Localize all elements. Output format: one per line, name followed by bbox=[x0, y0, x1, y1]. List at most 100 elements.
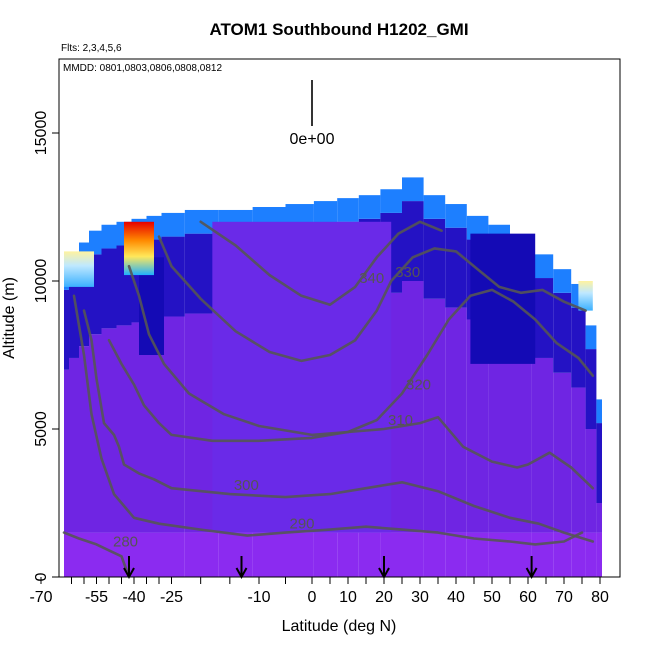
x-tick-label: 80 bbox=[591, 589, 609, 606]
x-tick-label: 40 bbox=[447, 589, 465, 606]
heatmap-column bbox=[64, 266, 69, 577]
contour-label: 290 bbox=[290, 516, 315, 533]
x-tick-label: -55 bbox=[85, 589, 108, 606]
contour-lines: 280 290 300 310 320 330 340 bbox=[62, 220, 595, 577]
plot-frame bbox=[58, 58, 621, 578]
heatmap-cell bbox=[380, 189, 402, 213]
x-tick-label: 30 bbox=[411, 589, 429, 606]
heatmap-cell bbox=[116, 532, 132, 577]
heatmap-cell bbox=[466, 319, 489, 533]
contour-290 bbox=[72, 294, 584, 546]
y-axis: 0 5000 10000 15000 bbox=[33, 111, 59, 581]
flight-marker-head bbox=[235, 567, 248, 580]
heatmap-cell bbox=[218, 532, 253, 577]
heatmap-column bbox=[596, 399, 602, 577]
heatmap-cell bbox=[571, 532, 586, 577]
heatmap-cell bbox=[64, 369, 69, 533]
heatmap-cell bbox=[402, 281, 424, 533]
heatmap-cell bbox=[337, 532, 359, 577]
heatmap-cell bbox=[596, 503, 602, 533]
heatmap-cell bbox=[358, 532, 381, 577]
contour-label: 330 bbox=[395, 264, 420, 281]
heatmap-cell bbox=[585, 429, 597, 533]
flight-marker bbox=[123, 556, 135, 580]
x-tick-label: -40 bbox=[122, 589, 145, 606]
heatmap-cell bbox=[285, 532, 314, 577]
heatmap-cell bbox=[101, 248, 117, 329]
heatmap-cell bbox=[531, 278, 554, 358]
dates-note: MMDD: 0801,0803,0806,0808,0812 bbox=[63, 63, 222, 74]
heatmap-cell bbox=[596, 532, 602, 577]
heatmap-field bbox=[64, 177, 602, 577]
contour-330 bbox=[157, 235, 587, 363]
x-axis: -70 -55 -40 -25 -10 0 10 20 30 40 50 60 70 80 bbox=[29, 577, 609, 606]
heatmap-cell bbox=[402, 201, 424, 281]
heatmap-column bbox=[423, 195, 446, 577]
heatmap-cell bbox=[571, 307, 586, 388]
heatmap-column bbox=[531, 254, 554, 577]
heatmap-cell bbox=[553, 532, 572, 577]
heatmap-cell bbox=[553, 269, 572, 293]
heatmap-cell bbox=[596, 423, 602, 503]
x-tick-label: 50 bbox=[483, 589, 501, 606]
contour-label: 320 bbox=[406, 376, 431, 393]
heatmap-cell bbox=[423, 195, 446, 219]
heatmap-cell bbox=[64, 532, 69, 577]
flight-marker-head bbox=[123, 567, 135, 580]
flight-marker bbox=[525, 556, 538, 580]
contour-label: 280 bbox=[113, 533, 138, 550]
contour-340 bbox=[199, 220, 443, 307]
heatmap-cell bbox=[488, 532, 510, 577]
heatmap-cell bbox=[531, 254, 554, 279]
heatmap-cell bbox=[423, 298, 446, 533]
heatmap-cell bbox=[402, 532, 424, 577]
heatmap-cell bbox=[313, 532, 338, 577]
x-tick-label: 0 bbox=[308, 589, 317, 606]
heatmap-hotspot bbox=[578, 281, 593, 311]
heatmap-cell bbox=[131, 532, 147, 577]
heatmap-cell bbox=[380, 532, 402, 577]
heatmap-cell bbox=[571, 387, 586, 533]
heatmap-cell bbox=[313, 201, 338, 225]
heatmap-cell bbox=[79, 346, 89, 533]
heatmap-cell bbox=[89, 230, 102, 255]
contour-label: 340 bbox=[359, 270, 384, 287]
x-axis-label: Latitude (deg N) bbox=[282, 618, 397, 635]
heatmap-column bbox=[101, 224, 117, 577]
heatmap-cell bbox=[470, 233, 536, 364]
heatmap-cell bbox=[212, 221, 392, 533]
contour-label: 300 bbox=[234, 477, 259, 494]
heatmap-cell bbox=[116, 325, 132, 533]
y-tick-label: 10000 bbox=[33, 259, 50, 304]
heatmap-cell bbox=[69, 357, 79, 533]
heatmap-cell bbox=[445, 204, 467, 228]
x-tick-label: 10 bbox=[339, 589, 357, 606]
heatmap-cell bbox=[161, 532, 185, 577]
heatmap-cell bbox=[585, 349, 597, 429]
heatmap-cell bbox=[585, 532, 597, 577]
heatmap-cell bbox=[131, 322, 147, 533]
contour-300 bbox=[82, 309, 595, 543]
heatmap-cell bbox=[358, 195, 381, 219]
x-tick-label: -70 bbox=[29, 589, 52, 606]
heatmap-hotspot bbox=[64, 251, 94, 287]
heatmap-cell bbox=[337, 198, 359, 222]
contour-310 bbox=[107, 338, 595, 490]
heatmap-cell bbox=[445, 227, 467, 308]
heatmap-cell bbox=[553, 372, 572, 533]
heatmap-cell bbox=[161, 212, 185, 237]
scale-label: 0e+00 bbox=[290, 131, 335, 148]
heatmap-cell bbox=[466, 532, 489, 577]
x-tick-label: 70 bbox=[555, 589, 573, 606]
contour-320 bbox=[127, 264, 595, 437]
heatmap-cell bbox=[596, 399, 602, 424]
heatmap-cell bbox=[146, 319, 162, 533]
y-tick-label: 0 bbox=[33, 572, 50, 581]
heatmap-cell bbox=[445, 532, 467, 577]
heatmap-cell bbox=[101, 224, 117, 249]
heatmap-column bbox=[402, 177, 424, 577]
flight-markers bbox=[123, 556, 538, 580]
heatmap-cell bbox=[69, 278, 79, 358]
heatmap-column bbox=[161, 212, 185, 577]
